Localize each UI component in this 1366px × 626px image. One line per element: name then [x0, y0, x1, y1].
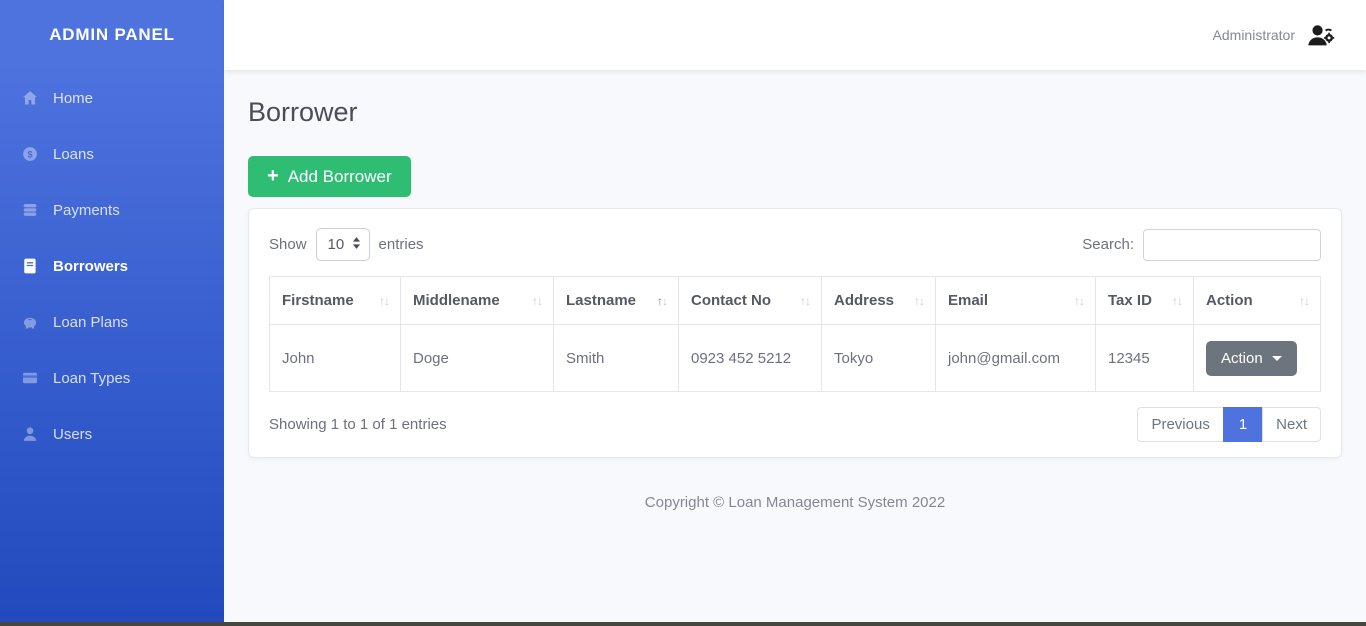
svg-text:$: $	[27, 149, 33, 160]
column-header-tax-id[interactable]: Tax ID	[1095, 276, 1194, 325]
table-info-text: Showing 1 to 1 of 1 entries	[269, 416, 447, 433]
add-borrower-label: Add Borrower	[287, 166, 392, 186]
search-group: Search:	[1082, 228, 1321, 261]
piggy-bank-icon	[21, 313, 40, 332]
sort-icon	[1074, 294, 1083, 308]
sort-icon	[1299, 294, 1308, 308]
table-row: John Doge Smith 0923 452 5212 Tokyo john…	[269, 324, 1321, 392]
cell-email: john@gmail.com	[935, 324, 1096, 392]
column-header-action[interactable]: Action	[1193, 276, 1321, 325]
entries-label: entries	[378, 236, 424, 253]
table-card: Show 10 entries Search:	[248, 208, 1342, 458]
cell-tax-id: 12345	[1095, 324, 1194, 392]
column-header-address[interactable]: Address	[821, 276, 936, 325]
entries-length-group: Show 10 entries	[269, 228, 424, 261]
page-title: Borrower	[248, 97, 358, 127]
pagination-page-1-button[interactable]: 1	[1222, 407, 1264, 442]
sidebar-item-loan-plans[interactable]: Loan Plans	[0, 294, 224, 350]
user-icon	[21, 425, 40, 444]
sidebar-item-loan-types[interactable]: Loan Types	[0, 350, 224, 406]
sidebar-item-label: Loans	[53, 145, 94, 163]
column-header-firstname[interactable]: Firstname	[269, 276, 401, 325]
window-bottom-edge	[0, 622, 1366, 626]
show-label: Show	[269, 236, 307, 253]
select-stepper-icon	[352, 236, 361, 253]
add-borrower-button[interactable]: Add Borrower	[248, 156, 411, 197]
pagination: Previous 1 Next	[1137, 407, 1321, 442]
topbar-user-label[interactable]: Administrator	[1212, 27, 1295, 43]
action-button-label: Action	[1221, 349, 1263, 367]
main-content: Borrower Add Borrower Show 10 entries	[224, 70, 1366, 511]
column-header-email[interactable]: Email	[935, 276, 1096, 325]
column-header-lastname[interactable]: Lastname	[553, 276, 679, 325]
column-header-contact-no[interactable]: Contact No	[678, 276, 822, 325]
topbar: Administrator	[224, 0, 1366, 70]
entries-select[interactable]: 10	[315, 228, 370, 261]
users-cog-icon[interactable]	[1306, 22, 1336, 48]
sort-icon	[657, 294, 666, 308]
credit-card-icon	[21, 369, 40, 388]
sidebar-item-loans[interactable]: $ Loans	[0, 126, 224, 182]
pagination-next-button[interactable]: Next	[1262, 407, 1321, 442]
sidebar-item-label: Loan Plans	[53, 313, 129, 331]
borrowers-table: Firstname Middlename Lastname Contact No…	[269, 276, 1321, 392]
sidebar-item-borrowers[interactable]: Borrowers	[0, 238, 224, 294]
table-controls: Show 10 entries Search:	[269, 228, 1321, 261]
sidebar-item-label: Users	[53, 425, 93, 443]
entries-select-value: 10	[327, 236, 345, 253]
sort-icon	[532, 294, 541, 308]
table-footer: Showing 1 to 1 of 1 entries Previous 1 N…	[269, 407, 1321, 442]
sort-icon	[800, 294, 809, 308]
column-header-middlename[interactable]: Middlename	[400, 276, 554, 325]
sidebar-item-label: Payments	[53, 201, 120, 219]
sidebar: ADMIN PANEL Home $ Loans Payments	[0, 0, 224, 622]
coins-icon	[21, 201, 40, 220]
cell-action: Action	[1193, 324, 1321, 392]
caret-down-icon	[1271, 355, 1282, 361]
sort-icon	[914, 294, 923, 308]
cell-middlename: Doge	[400, 324, 554, 392]
sort-icon	[1172, 294, 1181, 308]
sidebar-item-label: Home	[53, 89, 94, 107]
comment-dollar-icon: $	[21, 145, 40, 164]
sidebar-item-home[interactable]: Home	[0, 70, 224, 126]
sidebar-item-label: Borrowers	[53, 257, 129, 275]
sidebar-item-users[interactable]: Users	[0, 406, 224, 462]
pagination-previous-button[interactable]: Previous	[1137, 407, 1224, 442]
table-header-row: Firstname Middlename Lastname Contact No…	[269, 276, 1321, 325]
book-icon	[21, 257, 40, 276]
search-label: Search:	[1082, 236, 1134, 253]
cell-firstname: John	[269, 324, 401, 392]
cell-address: Tokyo	[821, 324, 936, 392]
row-action-button[interactable]: Action	[1206, 340, 1297, 376]
brand-title: ADMIN PANEL	[49, 25, 175, 44]
plus-icon	[267, 166, 279, 187]
sidebar-nav: Home $ Loans Payments Borrowers	[0, 70, 224, 462]
copyright-text: Copyright © Loan Management System 2022	[644, 494, 946, 511]
search-input[interactable]	[1143, 228, 1321, 261]
sidebar-item-label: Loan Types	[53, 369, 131, 387]
cell-contact-no: 0923 452 5212	[678, 324, 822, 392]
home-icon	[21, 89, 40, 108]
sidebar-item-payments[interactable]: Payments	[0, 182, 224, 238]
cell-lastname: Smith	[553, 324, 679, 392]
sort-icon	[379, 294, 388, 308]
